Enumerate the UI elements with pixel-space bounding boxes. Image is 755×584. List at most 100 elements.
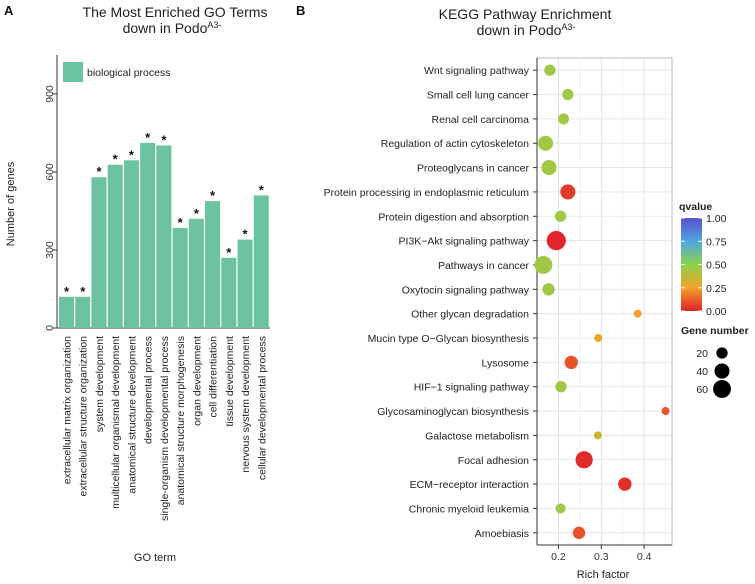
x-tick-label: system development bbox=[94, 336, 106, 432]
significance-star: * bbox=[96, 164, 102, 179]
y-tick-label: Focal adhesion bbox=[458, 455, 529, 467]
colorbar-tick-label: 0.00 bbox=[706, 306, 727, 318]
panel-letter-b: B bbox=[296, 3, 305, 18]
y-tick-label: Small cell lung cancer bbox=[427, 90, 530, 102]
data-point bbox=[661, 407, 670, 416]
data-point bbox=[534, 256, 553, 274]
data-point bbox=[564, 355, 578, 370]
y-tick-label: Protein processing in endoplasmic reticu… bbox=[324, 187, 530, 199]
bar bbox=[188, 218, 204, 328]
x-tick-label: 0.4 bbox=[637, 551, 652, 563]
y-tick-label: Regulation of actin cytoskeleton bbox=[381, 138, 529, 150]
data-point bbox=[544, 64, 556, 76]
data-point bbox=[618, 477, 632, 491]
size-legend-dot bbox=[713, 380, 731, 398]
bar bbox=[140, 142, 156, 328]
chart-b-plot: 0.2 0.3 0.4 Wnt signaling pathway Small cell… bbox=[324, 57, 673, 563]
colorbar-tick-label: 0.75 bbox=[706, 236, 727, 248]
data-point bbox=[562, 88, 574, 101]
y-tick-label: PI3K−Akt signaling pathway bbox=[399, 236, 530, 248]
bar bbox=[221, 257, 237, 328]
y-tick-label: Renal cell carcinoma bbox=[432, 114, 530, 126]
size-legend-label: 60 bbox=[696, 384, 708, 396]
data-point bbox=[554, 210, 567, 222]
bar bbox=[75, 296, 91, 328]
chart-a-subtitle: down in PodoA3- bbox=[123, 20, 222, 36]
x-tick-label: organ development bbox=[191, 336, 203, 426]
bar bbox=[253, 195, 269, 328]
x-tick-label: multicellular organismal development bbox=[110, 336, 122, 509]
chart-b-title: KEGG Pathway Enrichment bbox=[439, 6, 612, 22]
y-tick-label: Mucin type O−Glycan biosynthesis bbox=[368, 333, 529, 345]
y-tick-label: Other glycan degradation bbox=[411, 309, 529, 321]
y-tick-label: Pathways in cancer bbox=[438, 260, 530, 272]
chart-a-plot: 0 300 600 900 biological process * extracellul… bbox=[44, 55, 270, 521]
significance-star: * bbox=[145, 130, 151, 145]
size-legend-dot bbox=[716, 347, 728, 359]
x-tick-label: cell differentiation bbox=[208, 336, 220, 418]
x-tick-label: developmental process bbox=[143, 336, 155, 444]
y-tick-label: Oxytocin signaling pathway bbox=[402, 284, 530, 296]
x-tick-label: cellular developmental process bbox=[256, 336, 268, 480]
size-legend-dot bbox=[714, 363, 730, 379]
y-tick-label: 900 bbox=[44, 85, 56, 103]
x-tick-label: extracellular matrix organization bbox=[62, 336, 74, 484]
bar bbox=[237, 239, 253, 328]
data-point bbox=[633, 309, 642, 318]
significance-star: * bbox=[64, 284, 70, 299]
colorbar-tick-label: 0.50 bbox=[706, 260, 727, 272]
bar bbox=[123, 160, 139, 328]
data-point bbox=[542, 283, 555, 296]
x-tick-label: tissue development bbox=[224, 336, 236, 427]
x-tick-label: 0.2 bbox=[551, 551, 566, 563]
panel-letter-a: A bbox=[4, 3, 14, 18]
bar bbox=[59, 296, 75, 328]
y-tick-label: HIF−1 signaling pathway bbox=[414, 382, 530, 394]
x-tick-label: 0.3 bbox=[594, 551, 609, 563]
significance-star: * bbox=[226, 245, 232, 260]
x-tick-label: anatomical structure development bbox=[126, 336, 138, 494]
qvalue-colorbar bbox=[681, 218, 702, 311]
y-tick-label: 0 bbox=[44, 325, 56, 331]
size-legend-label: 20 bbox=[696, 348, 708, 360]
significance-star: * bbox=[210, 188, 216, 203]
qvalue-legend-title: qvalue bbox=[679, 201, 712, 213]
data-point bbox=[555, 503, 566, 514]
significance-star: * bbox=[194, 206, 200, 221]
data-point bbox=[558, 113, 570, 125]
y-tick-label: Chronic myeloid leukemia bbox=[409, 503, 529, 515]
y-tick-label: Amoebiasis bbox=[475, 528, 529, 540]
colorbar-tick-label: 1.00 bbox=[706, 213, 727, 225]
y-tick-label: Glycosaminoglycan biosynthesis bbox=[377, 406, 529, 418]
y-tick-label: Protein digestion and absorption bbox=[378, 211, 529, 223]
x-tick-label: single-organism developmental process bbox=[159, 336, 171, 521]
significance-star: * bbox=[129, 147, 135, 162]
y-tick-label: Wnt signaling pathway bbox=[424, 65, 530, 77]
data-point bbox=[594, 333, 603, 343]
y-tick-label: ECM−receptor interaction bbox=[410, 479, 530, 491]
chart-b-subtitle: down in PodoA3- bbox=[477, 22, 576, 38]
chart-a-xlabel: GO term bbox=[134, 552, 176, 564]
y-tick-label: 600 bbox=[44, 163, 56, 181]
significance-star: * bbox=[259, 182, 265, 197]
legend-label: biological process bbox=[87, 67, 170, 79]
chart-b-xlabel: Rich factor bbox=[577, 569, 630, 581]
bar bbox=[205, 201, 221, 328]
size-legend-label: 40 bbox=[696, 366, 708, 378]
y-tick-label: Galactose metabolism bbox=[425, 430, 529, 442]
y-tick-label: 300 bbox=[44, 241, 56, 259]
y-tick-label: Lysosome bbox=[482, 357, 530, 369]
data-point bbox=[541, 160, 557, 176]
data-point bbox=[572, 526, 586, 540]
bar bbox=[172, 227, 188, 328]
chart-a-ylabel: Number of genes bbox=[5, 161, 17, 246]
data-point bbox=[546, 231, 566, 251]
legend-swatch bbox=[63, 62, 83, 82]
significance-star: * bbox=[243, 227, 249, 242]
significance-star: * bbox=[178, 215, 184, 230]
data-point bbox=[538, 135, 554, 151]
significance-star: * bbox=[113, 152, 119, 167]
bar bbox=[156, 145, 172, 328]
data-point bbox=[560, 184, 576, 200]
